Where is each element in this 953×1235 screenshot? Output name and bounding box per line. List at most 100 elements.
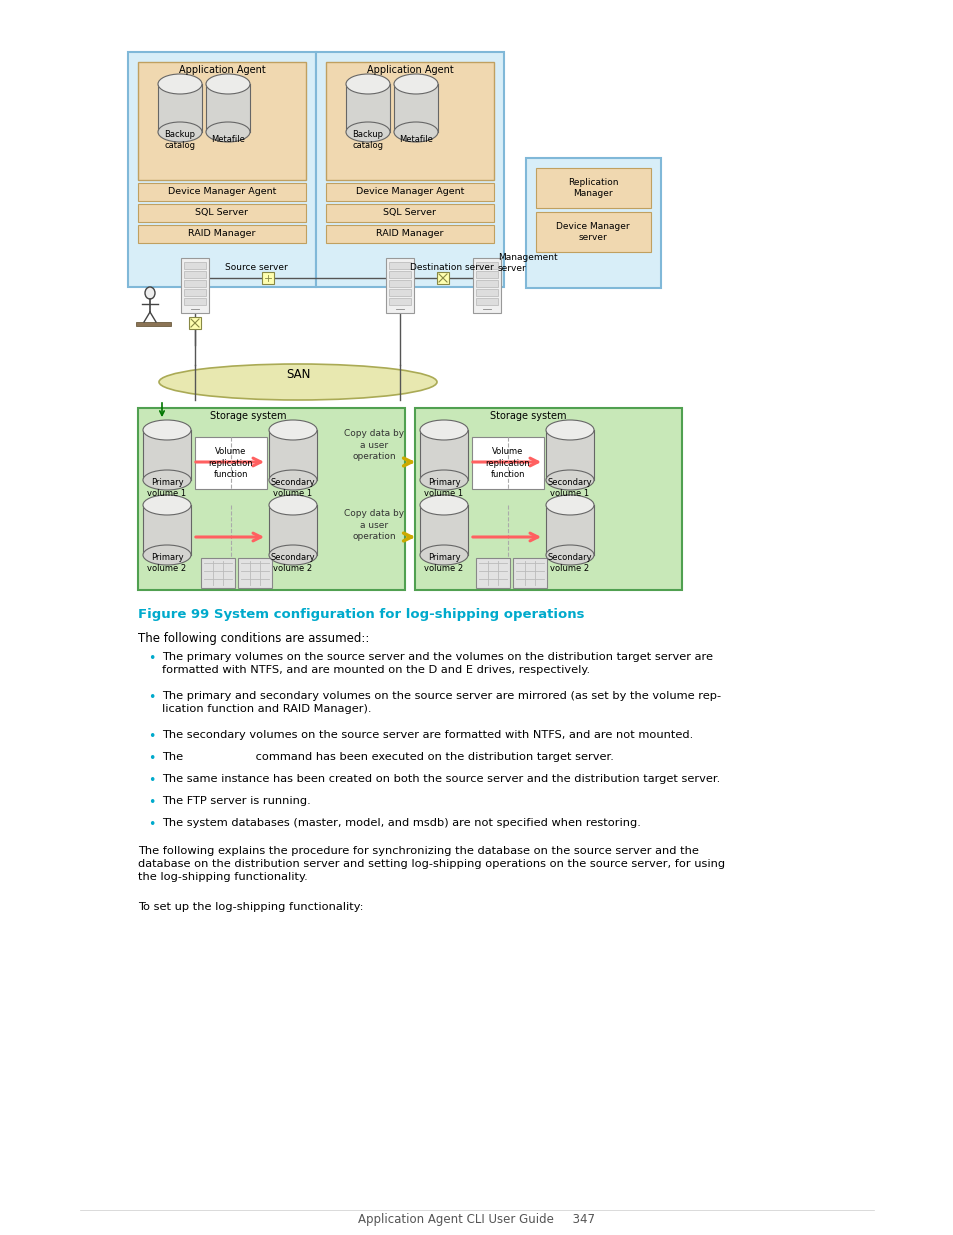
Bar xyxy=(138,408,405,590)
Bar xyxy=(476,270,497,278)
Bar xyxy=(473,258,500,312)
Bar xyxy=(184,298,206,305)
Text: Management
server: Management server xyxy=(497,253,558,273)
Text: Device Manager Agent: Device Manager Agent xyxy=(168,188,276,196)
Ellipse shape xyxy=(545,471,594,490)
Text: Copy data by
a user
operation: Copy data by a user operation xyxy=(344,430,404,461)
Bar xyxy=(476,558,510,588)
Bar xyxy=(262,272,274,284)
Ellipse shape xyxy=(206,122,250,142)
Bar xyxy=(386,258,414,312)
Bar xyxy=(201,558,234,588)
Ellipse shape xyxy=(346,122,390,142)
Ellipse shape xyxy=(394,74,437,94)
Text: Figure 99 System configuration for log-shipping operations: Figure 99 System configuration for log-s… xyxy=(138,608,584,621)
Ellipse shape xyxy=(143,420,191,440)
Polygon shape xyxy=(269,430,316,480)
Ellipse shape xyxy=(206,74,250,94)
Text: •: • xyxy=(148,692,155,704)
Text: The system databases (master, model, and msdb) are not specified when restoring.: The system databases (master, model, and… xyxy=(162,818,640,827)
Text: The same instance has been created on both the source server and the distributio: The same instance has been created on bo… xyxy=(162,774,720,784)
Polygon shape xyxy=(346,84,390,132)
Bar xyxy=(525,158,660,288)
Bar xyxy=(189,317,201,329)
Polygon shape xyxy=(419,505,468,555)
Text: To set up the log-shipping functionality:: To set up the log-shipping functionality… xyxy=(138,902,363,911)
Bar xyxy=(315,52,503,287)
Bar xyxy=(389,289,411,296)
Text: Copy data by
a user
operation: Copy data by a user operation xyxy=(344,509,404,541)
Ellipse shape xyxy=(143,545,191,564)
Text: The primary volumes on the source server and the volumes on the distribution tar: The primary volumes on the source server… xyxy=(162,652,712,674)
Text: Primary
volume 1: Primary volume 1 xyxy=(424,478,463,498)
Ellipse shape xyxy=(269,495,316,515)
Bar xyxy=(326,204,494,222)
Text: Secondary
volume 2: Secondary volume 2 xyxy=(271,553,315,573)
Polygon shape xyxy=(158,84,202,132)
Bar xyxy=(415,408,681,590)
Polygon shape xyxy=(545,430,594,480)
Bar xyxy=(138,62,306,180)
Text: Backup
catalog: Backup catalog xyxy=(352,130,383,149)
Ellipse shape xyxy=(545,495,594,515)
Text: Source server: Source server xyxy=(225,263,288,273)
Ellipse shape xyxy=(394,122,437,142)
Text: Secondary
volume 1: Secondary volume 1 xyxy=(271,478,315,498)
Bar xyxy=(436,272,449,284)
Text: Application Agent: Application Agent xyxy=(178,65,265,75)
Ellipse shape xyxy=(419,420,468,440)
Polygon shape xyxy=(206,84,250,132)
Text: •: • xyxy=(148,818,155,831)
Text: Secondary
volume 2: Secondary volume 2 xyxy=(547,553,592,573)
Ellipse shape xyxy=(269,420,316,440)
Text: RAID Manager: RAID Manager xyxy=(375,230,443,238)
Bar xyxy=(138,183,306,201)
Bar xyxy=(326,62,494,180)
Text: Volume
replication
function: Volume replication function xyxy=(209,447,253,479)
Ellipse shape xyxy=(269,545,316,564)
Text: Metafile: Metafile xyxy=(211,136,245,144)
Bar xyxy=(181,258,209,312)
Ellipse shape xyxy=(419,545,468,564)
Ellipse shape xyxy=(419,495,468,515)
Polygon shape xyxy=(143,430,191,480)
Polygon shape xyxy=(394,84,437,132)
Ellipse shape xyxy=(269,471,316,490)
Text: SQL Server: SQL Server xyxy=(195,209,248,217)
Text: The secondary volumes on the source server are formatted with NTFS, and are not : The secondary volumes on the source serv… xyxy=(162,730,693,740)
Ellipse shape xyxy=(143,495,191,515)
Text: •: • xyxy=(148,652,155,664)
Text: Backup
catalog: Backup catalog xyxy=(164,130,195,149)
Text: Storage system: Storage system xyxy=(490,411,566,421)
Bar xyxy=(513,558,546,588)
Text: Secondary
volume 1: Secondary volume 1 xyxy=(547,478,592,498)
Ellipse shape xyxy=(143,471,191,490)
Text: Primary
volume 2: Primary volume 2 xyxy=(424,553,463,573)
Bar xyxy=(128,52,315,287)
Ellipse shape xyxy=(545,545,594,564)
Text: •: • xyxy=(148,752,155,764)
Bar xyxy=(194,437,267,489)
Polygon shape xyxy=(545,505,594,555)
Bar xyxy=(536,212,650,252)
Text: The following conditions are assumed::: The following conditions are assumed:: xyxy=(138,632,369,645)
Bar xyxy=(138,204,306,222)
Ellipse shape xyxy=(158,74,202,94)
Text: Destination server: Destination server xyxy=(410,263,494,273)
Ellipse shape xyxy=(346,74,390,94)
Polygon shape xyxy=(419,430,468,480)
Bar xyxy=(326,183,494,201)
Text: Application Agent: Application Agent xyxy=(366,65,453,75)
Bar xyxy=(389,262,411,269)
Text: Device Manager
server: Device Manager server xyxy=(556,222,629,242)
Text: The primary and secondary volumes on the source server are mirrored (as set by t: The primary and secondary volumes on the… xyxy=(162,692,720,714)
Bar xyxy=(326,225,494,243)
Bar xyxy=(472,437,543,489)
Text: RAID Manager: RAID Manager xyxy=(188,230,255,238)
Polygon shape xyxy=(143,505,191,555)
Bar xyxy=(138,225,306,243)
Text: SQL Server: SQL Server xyxy=(383,209,436,217)
Bar xyxy=(476,298,497,305)
Text: The FTP server is running.: The FTP server is running. xyxy=(162,797,311,806)
Bar xyxy=(536,168,650,207)
